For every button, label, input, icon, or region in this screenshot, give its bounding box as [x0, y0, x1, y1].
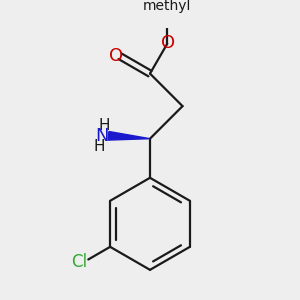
Text: N: N	[95, 127, 108, 145]
Text: H: H	[93, 139, 104, 154]
Text: O: O	[161, 34, 176, 52]
Text: methyl: methyl	[143, 0, 191, 13]
Text: H: H	[99, 118, 110, 133]
Text: O: O	[109, 47, 123, 65]
Polygon shape	[108, 131, 150, 140]
Text: Cl: Cl	[72, 254, 88, 272]
